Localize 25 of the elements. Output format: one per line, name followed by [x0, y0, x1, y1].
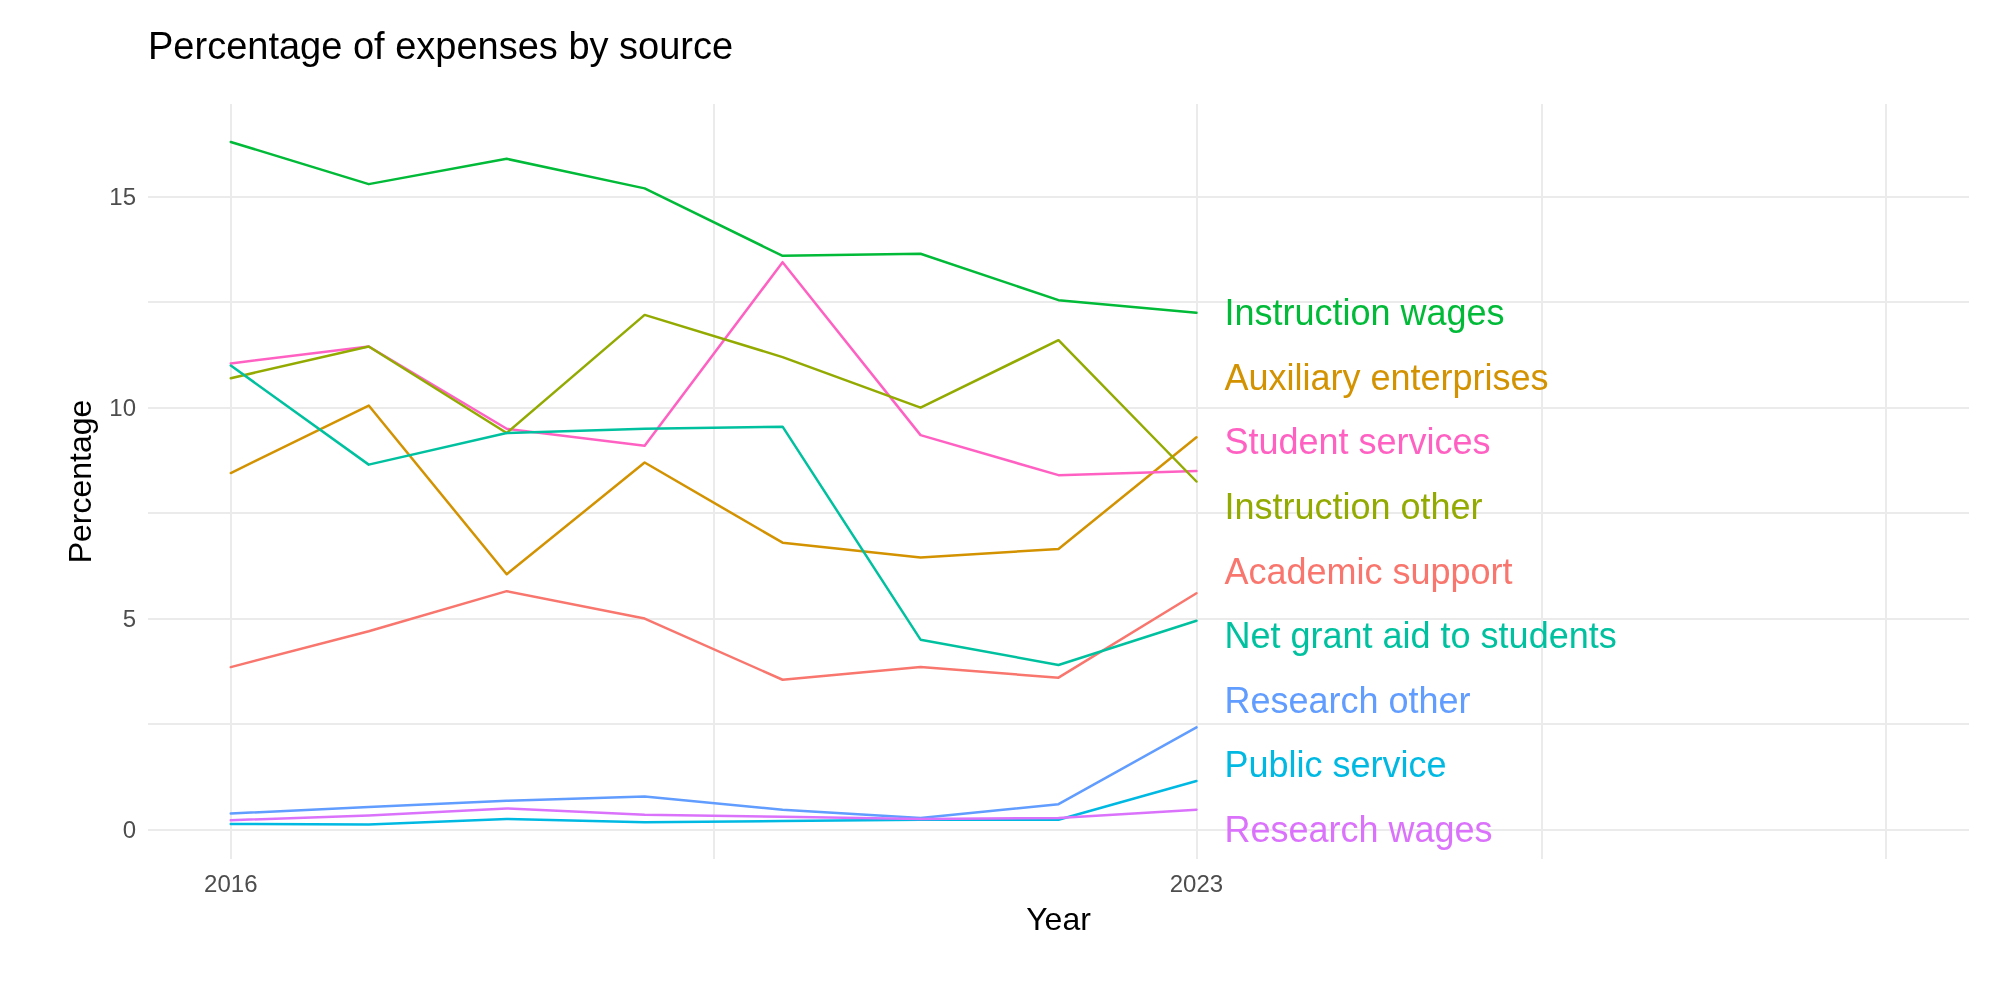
series-label: Research wages: [1224, 808, 1493, 850]
line-series: [229, 313, 1198, 483]
line-series: [229, 807, 1198, 822]
series-label: Auxiliary enterprises: [1224, 356, 1549, 398]
x-axis-title: Year: [1026, 901, 1092, 937]
x-tick-label: 2023: [1169, 869, 1224, 897]
series-label: Net grant aid to students: [1224, 615, 1617, 657]
y-tick-label: 5: [122, 605, 136, 633]
x-tick-label: 2016: [204, 869, 258, 897]
y-tick-label: 10: [109, 394, 136, 422]
series-label: Instruction wages: [1224, 292, 1505, 334]
chart-title: Percentage of expenses by source: [148, 25, 734, 67]
y-tick-label: 15: [109, 183, 136, 211]
series-label: Public service: [1224, 744, 1447, 786]
line-series: [229, 404, 1198, 576]
line-series: [229, 140, 1198, 315]
series-label: Academic support: [1224, 550, 1513, 592]
line-series: [229, 364, 1198, 667]
series-label: Instruction other: [1224, 486, 1483, 528]
series-label: Student services: [1224, 421, 1491, 463]
y-tick-label: 0: [122, 815, 136, 843]
y-axis-title: Percentage: [62, 399, 98, 564]
series-label: Research other: [1224, 679, 1471, 721]
line-series: [229, 589, 1198, 681]
line-series: [229, 726, 1198, 820]
